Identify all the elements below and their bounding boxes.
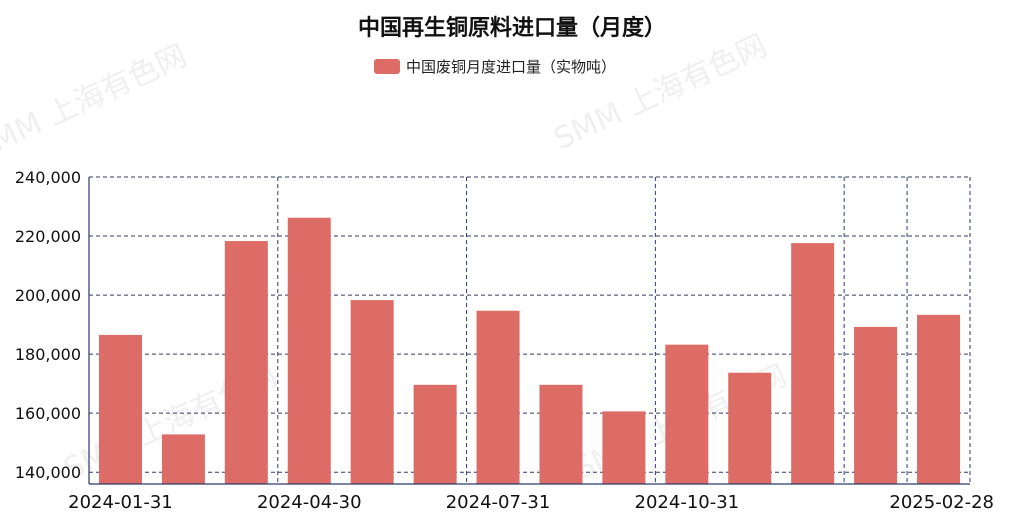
y-tick-label: 140,000 [15,463,81,482]
bar [791,243,835,484]
bar [665,344,709,484]
axes [88,177,970,485]
watermark-text: SMM 上海有色网 [549,28,773,157]
bar [413,384,457,484]
watermark-text: SMM 上海有色网 [0,38,192,167]
x-tick-label: 2024-10-31 [635,492,740,513]
grid [88,176,971,484]
bar [539,384,583,484]
y-tick-label: 220,000 [15,227,81,246]
bar [917,314,961,484]
y-tick-label: 200,000 [15,286,81,305]
y-tick-label: 160,000 [15,404,81,423]
x-tick-label: 2024-01-31 [68,492,173,513]
y-tick-label: 180,000 [15,345,81,364]
x-tick-label: 2024-07-31 [446,492,551,513]
legend-swatch [374,59,400,74]
bars [98,217,961,484]
legend-label: 中国废铜月度进口量（实物吨） [406,58,616,76]
bar [224,241,268,484]
bar [728,372,772,484]
y-axis-ticks: 140,000 160,000 180,000 200,000 220,000 240,0… [15,168,81,482]
bar [476,310,520,484]
bar [161,434,205,484]
x-tick-label: 2024-04-30 [257,492,362,513]
x-axis-ticks: 2024-01-31 2024-04-30 2024-07-31 2024-10-31… [68,492,994,513]
bar [287,217,331,484]
x-tick-label: 2025-02-28 [889,492,994,513]
bar [602,411,646,484]
y-tick-label: 240,000 [15,168,81,187]
bar [854,326,898,484]
legend[interactable]: 中国废铜月度进口量（实物吨） [374,58,616,76]
bar [98,334,142,484]
bar [350,300,394,484]
chart-title: 中国再生铜原料进口量（月度） [358,15,666,41]
